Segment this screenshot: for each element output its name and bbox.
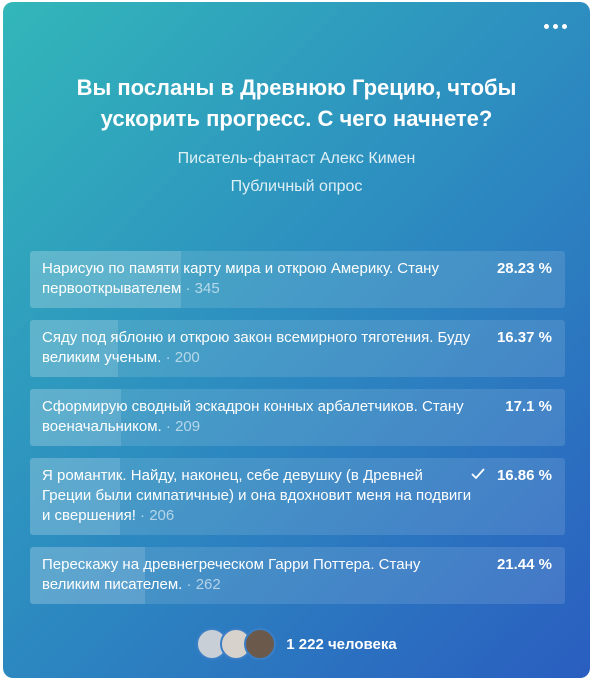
percent-label: 28.23 % xyxy=(496,260,552,277)
poll-option[interactable]: Перескажу на древнегреческом Гарри Потте… xyxy=(30,547,565,604)
menu-button[interactable] xyxy=(544,24,568,30)
voted-check xyxy=(471,468,485,480)
percent-label: 21.44 % xyxy=(496,556,552,573)
option-text-wrap: Сяду под яблоню и открою закон всемирног… xyxy=(42,328,475,368)
vote-count: 209 xyxy=(162,418,200,435)
percent-label: 16.86 % xyxy=(496,467,552,484)
option-text: Нарисую по памяти карту мира и открою Ам… xyxy=(42,260,439,297)
poll-option[interactable]: Сяду под яблоню и открою закон всемирног… xyxy=(30,320,565,377)
percent-bar xyxy=(30,547,145,604)
voters-count[interactable]: 1 222 человека xyxy=(286,635,397,653)
option-text-wrap: Сформирую сводный эскадрон конных арбале… xyxy=(42,397,475,437)
vote-count: 262 xyxy=(182,576,220,593)
vote-count: 200 xyxy=(161,349,199,366)
poll-author[interactable]: Писатель-фантаст Алекс Кимен xyxy=(177,150,416,167)
option-text: Я романтик. Найду, наконец, себе девушку… xyxy=(42,467,472,524)
percent-bar xyxy=(30,251,182,308)
option-text: Сяду под яблоню и открою закон всемирног… xyxy=(42,329,471,366)
percent-label: 16.37 % xyxy=(496,329,552,346)
footer: 1 222 человека xyxy=(3,628,590,660)
percent-bar xyxy=(30,320,118,377)
option-text-wrap: Я романтик. Найду, наконец, себе девушку… xyxy=(42,466,475,526)
percent-bar xyxy=(30,458,121,535)
option-text-wrap: Перескажу на древнегреческом Гарри Потте… xyxy=(42,555,475,595)
options: Нарисую по памяти карту мира и открою Ам… xyxy=(30,251,565,616)
option-text-wrap: Нарисую по памяти карту мира и открою Ам… xyxy=(42,259,475,299)
option-text: Перескажу на древнегреческом Гарри Потте… xyxy=(42,556,421,593)
option-text: Сформирую сводный эскадрон конных арбале… xyxy=(42,398,464,435)
avatar[interactable] xyxy=(244,628,277,660)
poll-kind: Публичный опрос xyxy=(230,178,363,195)
poll-option[interactable]: Нарисую по памяти карту мира и открою Ам… xyxy=(30,251,565,308)
poll-card: Вы посланы в Древнюю Грецию, чтобы ускор… xyxy=(3,2,590,678)
percent-label: 17.1 % xyxy=(505,398,552,415)
vote-count: 206 xyxy=(136,507,174,524)
poll-option[interactable]: Сформирую сводный эскадрон конных арбале… xyxy=(30,389,565,446)
percent-bar xyxy=(30,389,122,446)
poll-option[interactable]: Я романтик. Найду, наконец, себе девушку… xyxy=(30,458,565,535)
poll-title: Вы посланы в Древнюю Грецию, чтобы ускор… xyxy=(76,75,517,131)
vote-count: 345 xyxy=(181,280,219,297)
